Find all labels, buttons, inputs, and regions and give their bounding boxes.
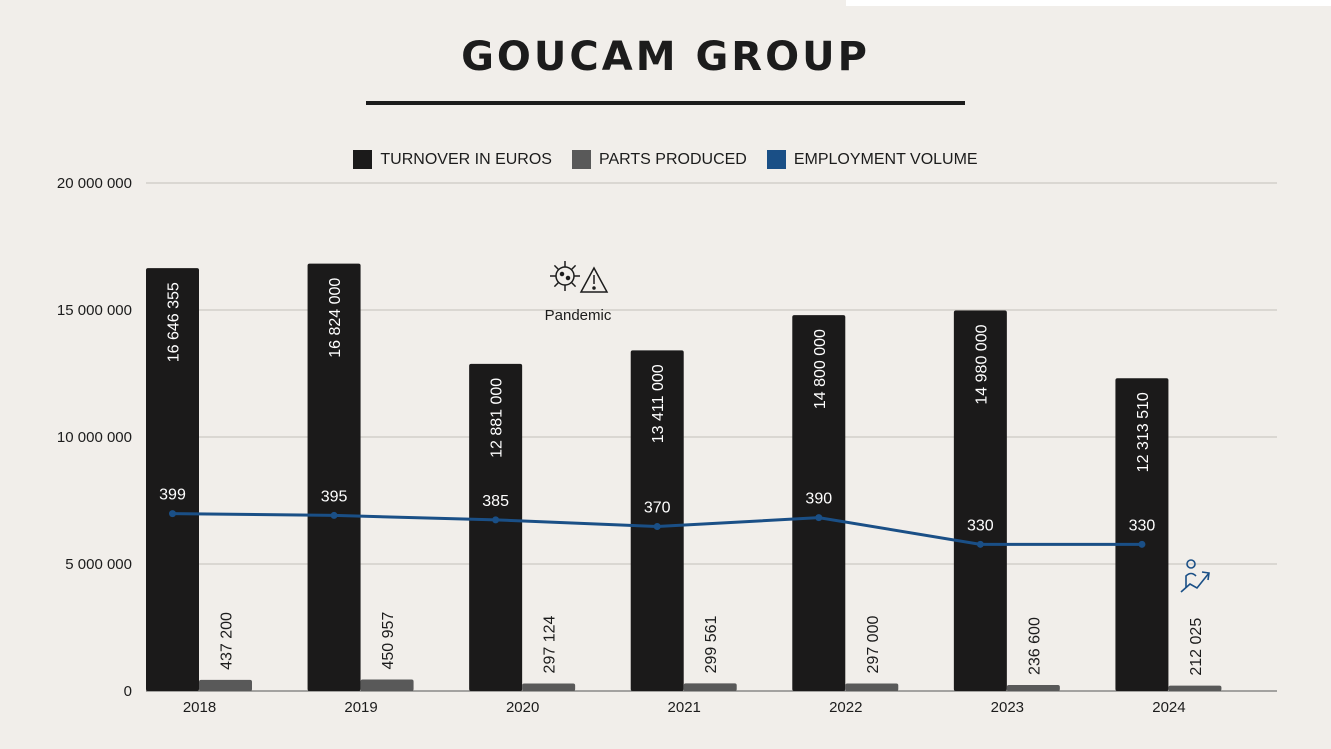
bar-turnover xyxy=(630,350,684,691)
bar-label-turnover: 13 411 000 xyxy=(650,364,667,443)
title-underline xyxy=(366,101,965,105)
legend-swatch-turnover xyxy=(353,150,373,169)
line-label-employment: 385 xyxy=(482,493,509,510)
label-layer: 0 5 000 000 10 000 000 15 000 000 20 000 000… xyxy=(57,175,1205,716)
bar-label-turnover: 14 800 000 xyxy=(812,329,829,409)
pandemic-annotation: Pandemic xyxy=(545,307,612,324)
x-tick-label: 2018 xyxy=(183,699,216,716)
bar-parts xyxy=(1168,685,1222,691)
bar-parts xyxy=(522,683,576,691)
legend-label-parts: PARTS PRODUCED xyxy=(598,150,747,168)
bar-turnover xyxy=(953,310,1007,691)
bar-parts xyxy=(1006,684,1060,691)
line-point-employment xyxy=(653,523,661,531)
bar-label-turnover: 12 881 000 xyxy=(489,378,506,458)
bar-turnover xyxy=(792,315,846,691)
bar-layer xyxy=(146,263,1222,691)
x-tick-label: 2024 xyxy=(1152,699,1185,716)
bar-label-parts: 297 124 xyxy=(542,616,559,674)
line-point-employment xyxy=(169,510,176,518)
chart-title: GOUCAM GROUP xyxy=(461,34,870,80)
bar-turnover xyxy=(1115,378,1169,691)
bar-label-parts: 450 957 xyxy=(380,612,397,670)
line-label-employment: 399 xyxy=(159,487,186,504)
line-point-employment xyxy=(330,511,338,519)
legend-item-turnover: TURNOVER IN EUROS xyxy=(353,150,552,169)
bar-label-parts: 437 200 xyxy=(219,612,236,670)
legend-label-employment: EMPLOYMENT VOLUME xyxy=(793,150,978,168)
person-growth-icon xyxy=(1180,559,1210,593)
legend: TURNOVER IN EUROS PARTS PRODUCED EMPLOYM… xyxy=(0,150,1331,169)
x-tick-label: 2023 xyxy=(991,699,1024,716)
bar-label-parts: 212 025 xyxy=(1188,618,1205,676)
line-point-employment xyxy=(492,516,500,524)
bar-label-turnover: 12 313 510 xyxy=(1135,392,1152,472)
x-tick-label: 2020 xyxy=(506,699,539,716)
legend-swatch-employment xyxy=(766,150,786,169)
bar-parts xyxy=(360,679,414,691)
line-label-employment: 330 xyxy=(1129,517,1156,534)
virus-warning-icon xyxy=(550,261,609,293)
y-tick-label: 20 000 000 xyxy=(57,175,132,192)
bar-parts xyxy=(683,683,737,691)
y-tick-label: 10 000 000 xyxy=(57,429,132,446)
legend-label-turnover: TURNOVER IN EUROS xyxy=(380,150,552,168)
line-point-employment xyxy=(1138,540,1146,548)
bar-parts xyxy=(199,679,252,691)
x-tick-label: 2019 xyxy=(344,699,377,716)
x-tick-label: 2022 xyxy=(829,699,862,716)
line-label-employment: 330 xyxy=(967,517,994,534)
line-layer xyxy=(169,510,1146,548)
line-label-employment: 395 xyxy=(321,488,348,505)
legend-item-employment: EMPLOYMENT VOLUME xyxy=(766,150,978,169)
bar-label-parts: 299 561 xyxy=(703,615,720,673)
bar-parts xyxy=(845,683,899,691)
line-label-employment: 390 xyxy=(805,491,832,508)
top-strip xyxy=(846,0,1331,6)
x-tick-label: 2021 xyxy=(668,699,701,716)
bar-label-parts: 297 000 xyxy=(865,616,882,674)
bar-turnover xyxy=(307,263,361,691)
line-point-employment xyxy=(815,514,823,522)
bar-label-turnover: 14 980 000 xyxy=(973,324,990,404)
legend-item-parts: PARTS PRODUCED xyxy=(571,150,747,169)
bar-label-turnover: 16 824 000 xyxy=(327,278,344,358)
line-point-employment xyxy=(976,540,984,548)
line-label-employment: 370 xyxy=(644,500,671,517)
bar-turnover xyxy=(469,363,523,691)
y-tick-label: 0 xyxy=(124,683,132,700)
bar-turnover xyxy=(146,268,199,691)
bar-label-parts: 236 600 xyxy=(1026,617,1043,675)
y-tick-label: 15 000 000 xyxy=(57,302,132,319)
bar-label-turnover: 16 646 355 xyxy=(166,282,183,362)
y-tick-label: 5 000 000 xyxy=(65,556,132,573)
legend-swatch-parts xyxy=(571,150,591,169)
